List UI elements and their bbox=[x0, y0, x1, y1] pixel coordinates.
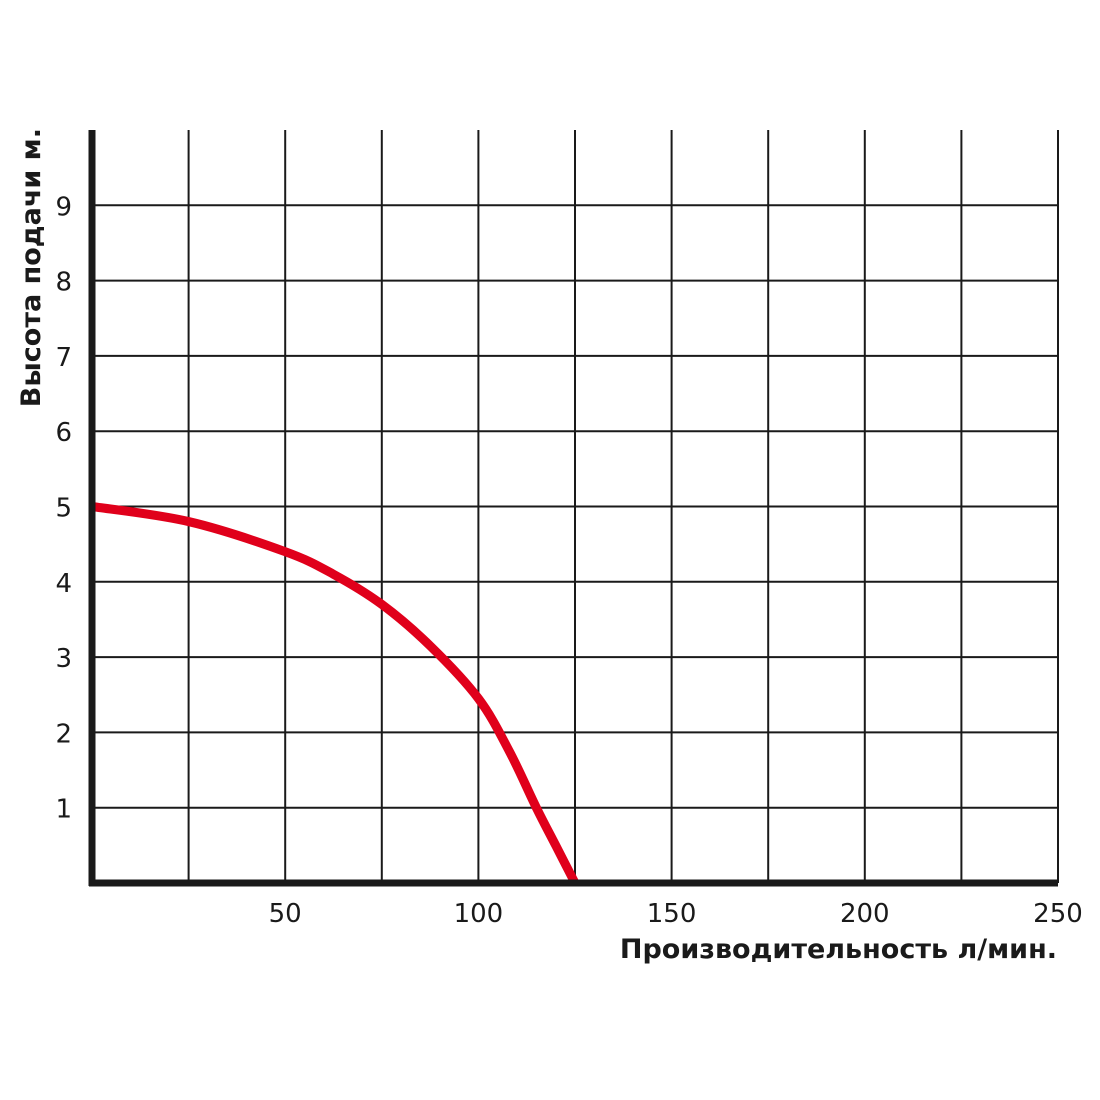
series-layer bbox=[91, 502, 580, 886]
y-tick-label: 1 bbox=[55, 795, 72, 825]
tick-labels: 1 2 3 4 5 6 7 8 9 50 100 150 200 250 bbox=[55, 192, 1082, 929]
y-axis-title: Высота подачи м. bbox=[16, 128, 47, 407]
y-tick-label: 5 bbox=[55, 494, 72, 524]
series-line bbox=[91, 502, 580, 886]
y-tick-label: 3 bbox=[55, 644, 72, 674]
x-axis-title: Производительность л/мин. bbox=[620, 934, 1057, 965]
grid bbox=[92, 130, 1059, 883]
y-tick-label: 9 bbox=[55, 192, 72, 222]
y-tick-label: 6 bbox=[55, 418, 72, 448]
x-tick-label: 150 bbox=[647, 899, 697, 929]
y-tick-label: 7 bbox=[55, 343, 72, 373]
x-tick-label: 100 bbox=[454, 899, 504, 929]
x-tick-label: 200 bbox=[840, 899, 890, 929]
axes bbox=[88, 130, 1058, 887]
y-tick-label: 8 bbox=[55, 268, 72, 298]
y-tick-label: 2 bbox=[55, 719, 72, 749]
y-tick-label: 4 bbox=[55, 569, 72, 599]
x-tick-label: 250 bbox=[1033, 899, 1083, 929]
x-tick-label: 50 bbox=[269, 899, 302, 929]
